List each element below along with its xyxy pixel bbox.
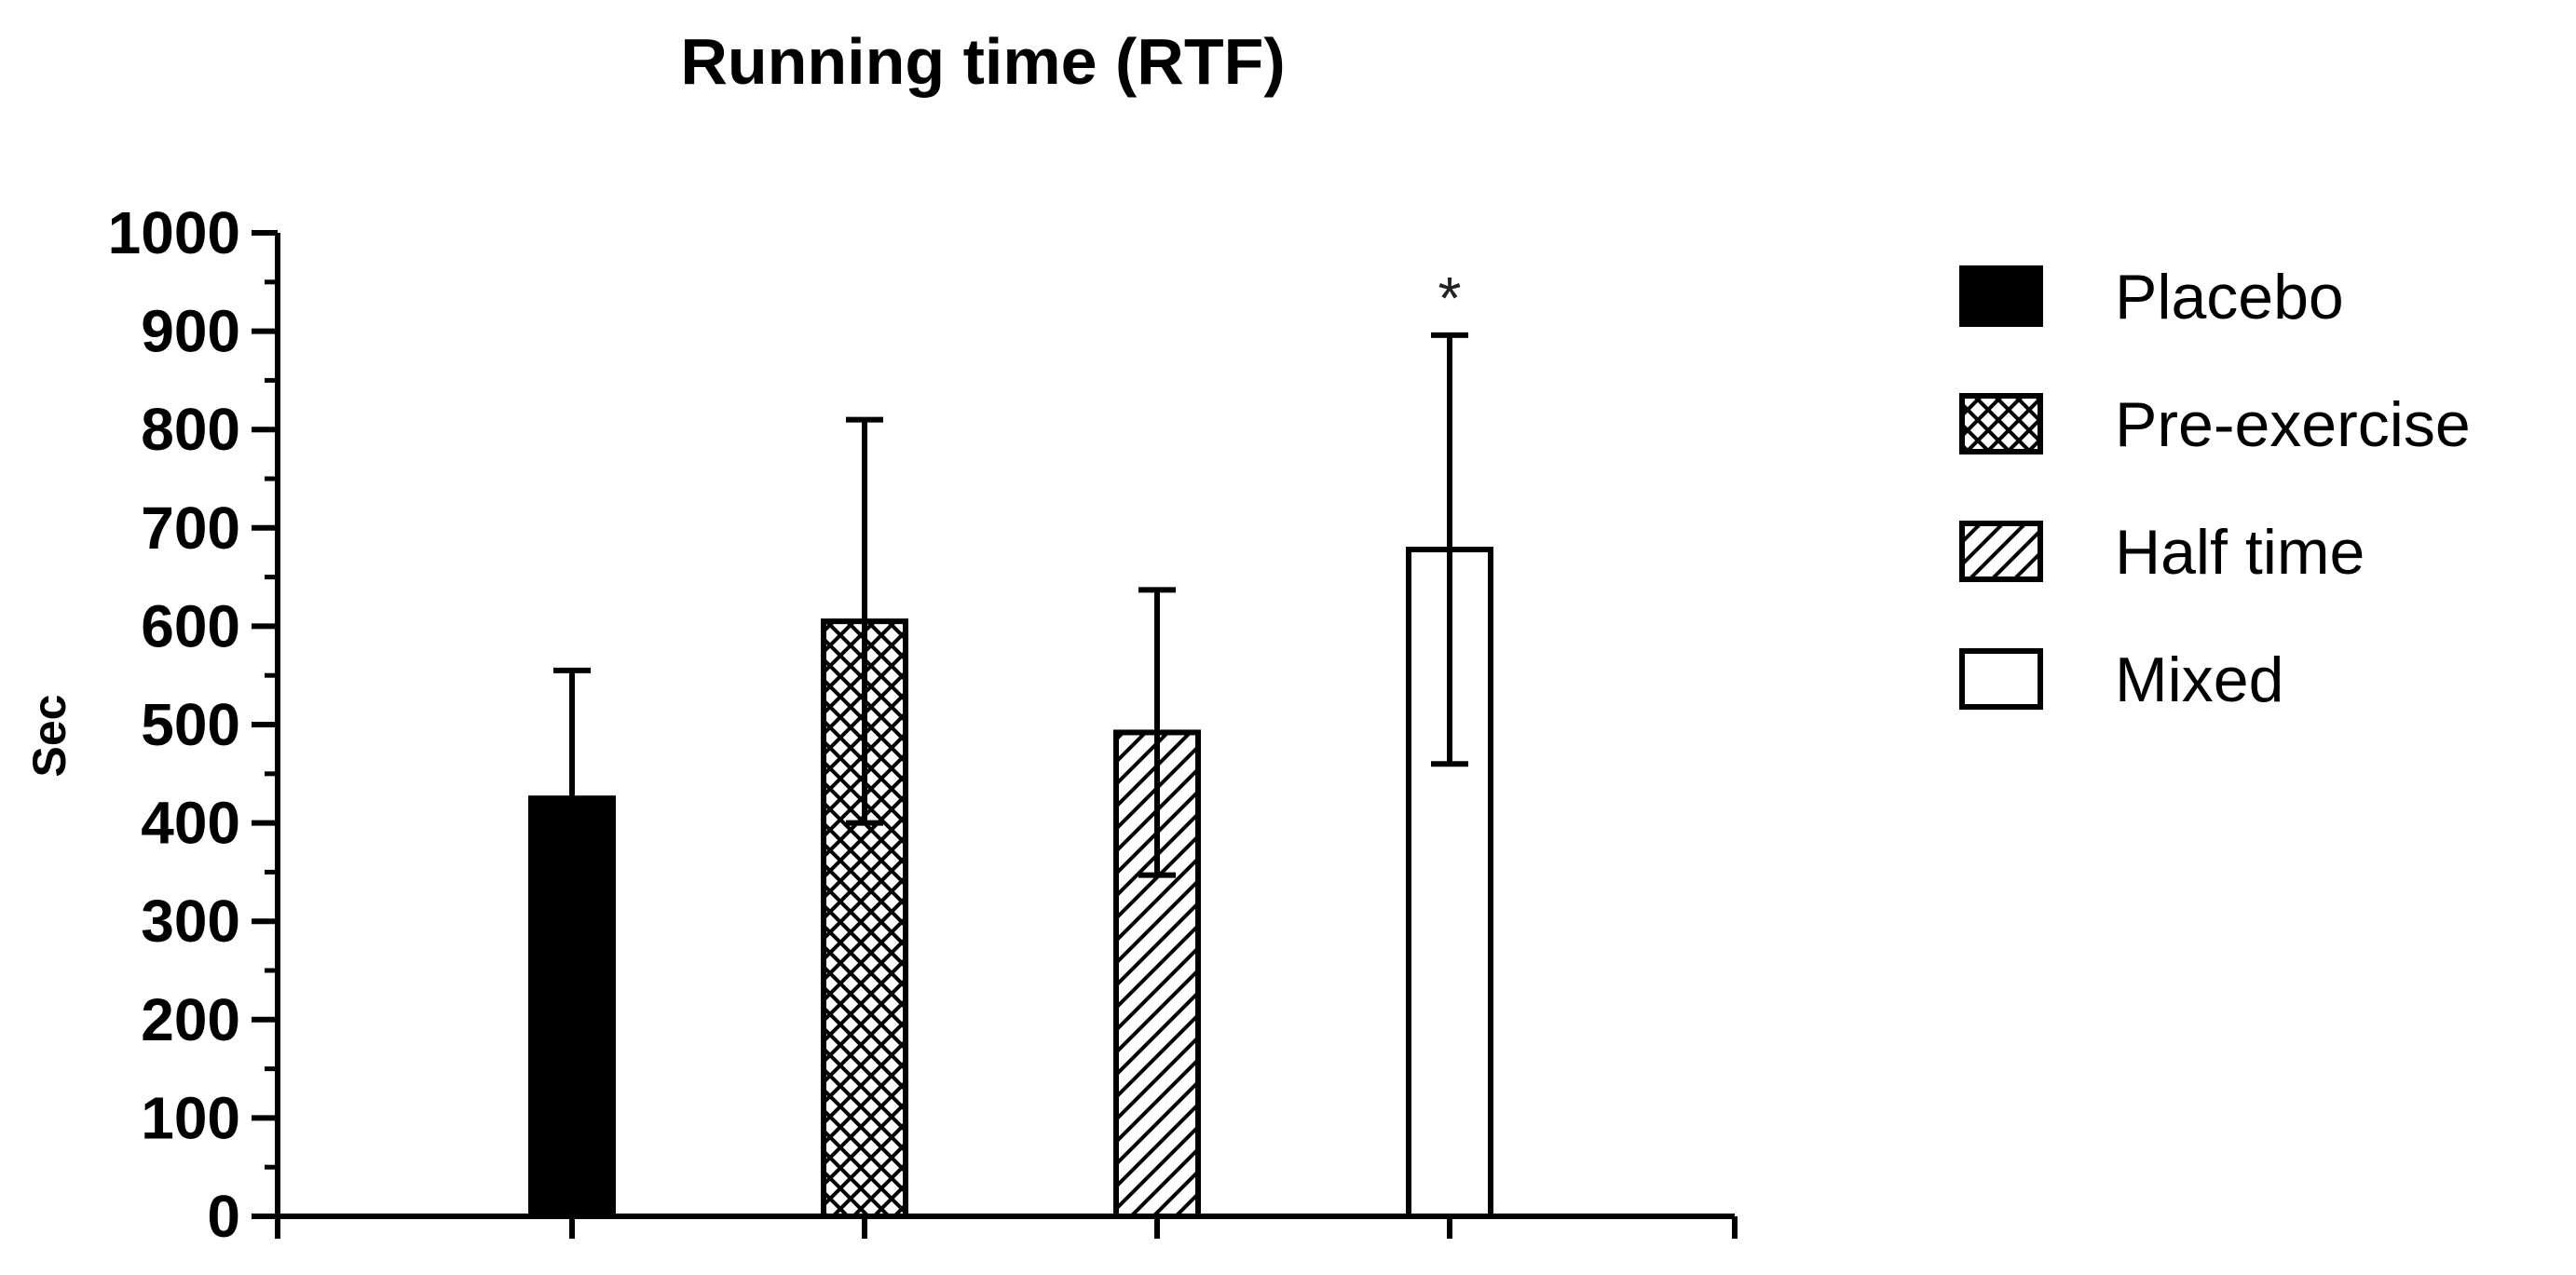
y-tick-label: 100 [141, 1084, 240, 1151]
bar-group-pre-exercise [821, 416, 908, 1219]
y-tick-label: 700 [141, 495, 240, 562]
bar [528, 795, 616, 1219]
y-tick-label: 300 [141, 888, 240, 955]
y-tick-label: 500 [141, 691, 240, 758]
y-tick-label: 400 [141, 790, 240, 857]
legend-item: Placebo [1959, 262, 2344, 332]
legend: Placebo Pre-exercise Half time Mixed [1959, 262, 2471, 715]
y-tick-label: 0 [207, 1183, 240, 1250]
bars: * [528, 264, 1493, 1219]
legend-label: Half time [2115, 517, 2365, 588]
x-axis [275, 1214, 1738, 1239]
y-tick-label: 800 [141, 396, 240, 463]
y-tick-label: 600 [141, 592, 240, 659]
y-tick-label: 1000 [108, 199, 240, 266]
bar-group-half-time [1113, 587, 1201, 1219]
y-tick-label: 200 [141, 986, 240, 1053]
bar-group-mixed: * [1406, 264, 1493, 1219]
legend-label: Mixed [2115, 644, 2283, 715]
significance-marker: * [1438, 264, 1462, 332]
legend-item: Pre-exercise [1959, 389, 2471, 460]
y-tick-label: 900 [141, 298, 240, 365]
legend-label: Placebo [2115, 262, 2344, 332]
y-axis: 0 100 200 300 400 500 600 700 800 900 1000 [108, 199, 280, 1250]
legend-label: Pre-exercise [2115, 389, 2471, 460]
legend-swatch [1959, 521, 2043, 582]
y-axis-label: Sec [23, 695, 75, 778]
legend-swatch [1959, 265, 2043, 327]
legend-item: Mixed [1959, 644, 2283, 715]
legend-swatch [1959, 648, 2043, 710]
chart-title: Running time (RTF) [680, 25, 1285, 98]
legend-swatch [1959, 393, 2043, 454]
bar-group-placebo [528, 667, 616, 1219]
legend-item: Half time [1959, 517, 2365, 588]
